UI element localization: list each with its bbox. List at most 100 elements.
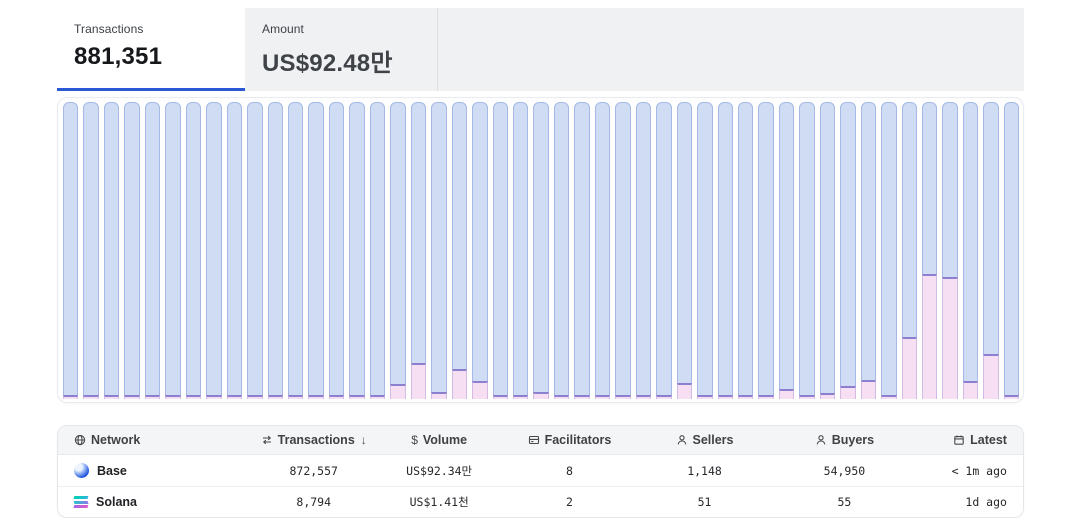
column-header-sellers[interactable]: Sellers [637, 433, 772, 447]
chart-bar-31[interactable] [697, 102, 713, 399]
bar-pink-segment [615, 394, 631, 399]
bar-pink-segment [819, 393, 836, 399]
chart-bar-16[interactable] [390, 102, 406, 399]
chart-bar-3[interactable] [124, 102, 140, 399]
chart-bar-37[interactable] [819, 102, 836, 399]
chart-bar-20[interactable] [472, 102, 488, 399]
table-body: Base 872,557 US$92.34만 8 1,148 54,950 < 1m ago… [58, 455, 1023, 517]
chart-bar-5[interactable] [165, 102, 181, 399]
column-header-network[interactable]: Network [58, 433, 251, 447]
chart-bar-40[interactable] [881, 102, 897, 399]
chart-bar-26[interactable] [594, 102, 611, 399]
bar-blue-segment [226, 102, 243, 395]
transactions-chart-card [57, 97, 1024, 403]
chart-bar-6[interactable] [185, 102, 202, 399]
chart-bar-32[interactable] [717, 102, 733, 399]
column-header-facilitators[interactable]: Facilitators [502, 433, 637, 447]
chart-bar-41[interactable] [901, 102, 918, 399]
column-header-volume[interactable]: $ Volume [376, 433, 501, 447]
calendar-icon [953, 434, 965, 446]
chart-bar-12[interactable] [308, 102, 324, 399]
bar-blue-segment [840, 102, 856, 386]
chart-bar-46[interactable] [1003, 102, 1020, 399]
bar-blue-segment [860, 102, 877, 380]
chart-bar-39[interactable] [860, 102, 877, 399]
chart-bar-42[interactable] [922, 102, 938, 399]
bar-pink-segment [165, 394, 181, 399]
chart-bar-22[interactable] [512, 102, 529, 399]
chart-bar-43[interactable] [942, 102, 958, 399]
chart-bar-30[interactable] [676, 102, 693, 399]
chart-bar-14[interactable] [349, 102, 365, 399]
chart-bar-0[interactable] [63, 102, 79, 399]
table-row-solana[interactable]: Solana 8,794 US$1.41천 2 51 55 1d ago [58, 486, 1023, 517]
table-row-base[interactable]: Base 872,557 US$92.34만 8 1,148 54,950 < 1m ago [58, 455, 1023, 486]
chart-bar-44[interactable] [962, 102, 979, 399]
chart-bar-38[interactable] [840, 102, 856, 399]
chart-bar-35[interactable] [778, 102, 795, 399]
bar-pink-segment [410, 363, 427, 399]
bar-blue-segment [533, 102, 549, 392]
bar-blue-segment [165, 102, 181, 395]
column-header-transactions[interactable]: Transactions ↓ [251, 433, 376, 447]
bar-pink-segment [881, 394, 897, 399]
chart-bar-1[interactable] [83, 102, 99, 399]
bar-blue-segment [103, 102, 120, 395]
chart-bar-10[interactable] [267, 102, 283, 399]
chart-bar-4[interactable] [144, 102, 161, 399]
chart-bar-36[interactable] [799, 102, 815, 399]
bar-pink-segment [656, 394, 672, 399]
chart-bar-24[interactable] [553, 102, 570, 399]
bar-pink-segment [185, 394, 202, 399]
chart-bar-45[interactable] [983, 102, 999, 399]
chart-bar-18[interactable] [431, 102, 447, 399]
bar-pink-segment [328, 394, 345, 399]
chart-bar-7[interactable] [206, 102, 222, 399]
column-header-latest[interactable]: Latest [917, 433, 1023, 447]
transactions-bar-chart [63, 102, 1020, 399]
chart-bar-15[interactable] [369, 102, 386, 399]
tab-transactions[interactable]: Transactions 881,351 [57, 8, 245, 91]
chart-bar-25[interactable] [574, 102, 590, 399]
chart-bar-17[interactable] [410, 102, 427, 399]
bar-pink-segment [942, 277, 958, 399]
bar-pink-segment [737, 394, 754, 399]
tab-amount[interactable]: Amount US$92.48만 [245, 8, 438, 91]
network-name: Solana [96, 495, 137, 509]
chart-bar-19[interactable] [451, 102, 468, 399]
bar-pink-segment [717, 394, 733, 399]
chart-bar-27[interactable] [615, 102, 631, 399]
bar-blue-segment [206, 102, 222, 395]
chart-bar-33[interactable] [737, 102, 754, 399]
bar-pink-segment [758, 394, 774, 399]
chart-bar-9[interactable] [247, 102, 263, 399]
cell-volume: US$1.41천 [409, 495, 469, 509]
bar-blue-segment [615, 102, 631, 395]
column-header-buyers[interactable]: Buyers [772, 433, 917, 447]
chart-bar-8[interactable] [226, 102, 243, 399]
bar-blue-segment [124, 102, 140, 395]
chart-bar-34[interactable] [758, 102, 774, 399]
cell-sellers: 51 [697, 495, 712, 509]
chart-bar-2[interactable] [103, 102, 120, 399]
bar-pink-segment [860, 379, 877, 399]
bar-pink-segment [472, 381, 488, 399]
bar-blue-segment [472, 102, 488, 382]
bar-pink-segment [983, 354, 999, 399]
bar-pink-segment [962, 381, 979, 399]
chart-bar-29[interactable] [656, 102, 672, 399]
chart-bar-21[interactable] [492, 102, 508, 399]
bar-pink-segment [287, 394, 304, 399]
chart-bar-13[interactable] [328, 102, 345, 399]
bar-blue-segment [349, 102, 365, 395]
metric-tabstrip: Transactions 881,351 Amount US$92.48만 [57, 8, 1024, 91]
chart-bar-23[interactable] [533, 102, 549, 399]
globe-icon [74, 434, 86, 446]
bar-pink-segment [390, 384, 406, 399]
bar-pink-segment [778, 388, 795, 399]
chart-bar-11[interactable] [287, 102, 304, 399]
person-icon [676, 434, 688, 446]
tab-amount-label: Amount [262, 22, 304, 36]
chart-bar-28[interactable] [635, 102, 652, 399]
bar-blue-segment [656, 102, 672, 395]
